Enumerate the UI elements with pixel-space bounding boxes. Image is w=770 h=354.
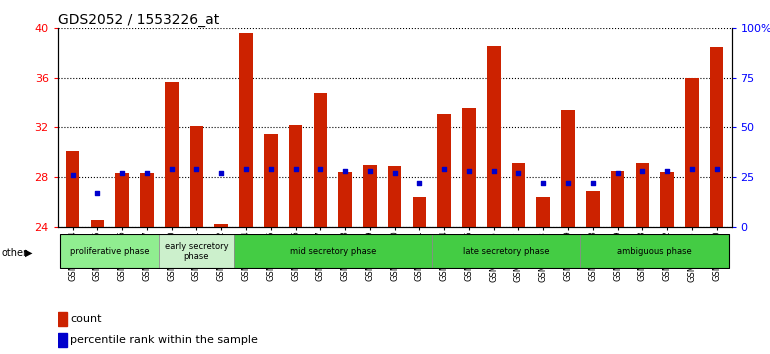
Point [66, 172, 79, 178]
Bar [363, 165, 377, 227]
Point [290, 166, 302, 172]
Bar [437, 114, 451, 227]
Bar [462, 108, 476, 227]
Point [141, 170, 153, 176]
Bar [65, 151, 79, 227]
Bar [611, 171, 624, 227]
Bar [313, 93, 327, 227]
Point [438, 166, 450, 172]
Bar [60, 234, 159, 268]
Bar [661, 172, 674, 227]
Bar [432, 234, 581, 268]
Point [487, 168, 500, 174]
Text: other: other [2, 248, 28, 258]
Text: ambiguous phase: ambiguous phase [618, 247, 692, 256]
Bar [58, 333, 66, 347]
Bar [165, 81, 179, 227]
Bar [289, 125, 303, 227]
Point [537, 180, 550, 186]
Point [215, 170, 227, 176]
Point [116, 170, 129, 176]
Point [463, 168, 475, 174]
Bar [214, 224, 228, 227]
Point [413, 180, 426, 186]
Point [363, 168, 376, 174]
Text: count: count [70, 314, 102, 324]
Text: late secretory phase: late secretory phase [463, 247, 549, 256]
Bar [116, 173, 129, 227]
Bar [413, 197, 427, 227]
Text: proliferative phase: proliferative phase [70, 247, 149, 256]
Point [711, 166, 723, 172]
Text: early secretory
phase: early secretory phase [165, 242, 228, 261]
Point [512, 170, 524, 176]
Point [661, 168, 673, 174]
Bar [189, 126, 203, 227]
Bar [537, 197, 550, 227]
Bar [159, 234, 233, 268]
Point [636, 168, 648, 174]
Point [190, 166, 203, 172]
Bar [561, 110, 575, 227]
Point [239, 166, 252, 172]
Bar [511, 163, 525, 227]
Bar [586, 190, 600, 227]
Point [562, 180, 574, 186]
Point [265, 166, 277, 172]
Bar [710, 47, 724, 227]
Bar [338, 172, 352, 227]
Bar [140, 173, 154, 227]
Point [91, 190, 103, 196]
Bar [58, 312, 66, 326]
Bar [388, 166, 401, 227]
Bar [487, 46, 500, 227]
Bar [581, 234, 729, 268]
Text: ▶: ▶ [25, 248, 33, 258]
Bar [239, 33, 253, 227]
Bar [233, 234, 432, 268]
Point [314, 166, 326, 172]
Text: percentile rank within the sample: percentile rank within the sample [70, 335, 258, 345]
Bar [685, 78, 698, 227]
Point [686, 166, 698, 172]
Text: GDS2052 / 1553226_at: GDS2052 / 1553226_at [58, 13, 219, 27]
Point [339, 168, 351, 174]
Point [166, 166, 178, 172]
Bar [264, 133, 278, 227]
Bar [91, 220, 104, 227]
Bar [635, 163, 649, 227]
Point [587, 180, 599, 186]
Point [611, 170, 624, 176]
Text: mid secretory phase: mid secretory phase [290, 247, 376, 256]
Point [388, 170, 400, 176]
